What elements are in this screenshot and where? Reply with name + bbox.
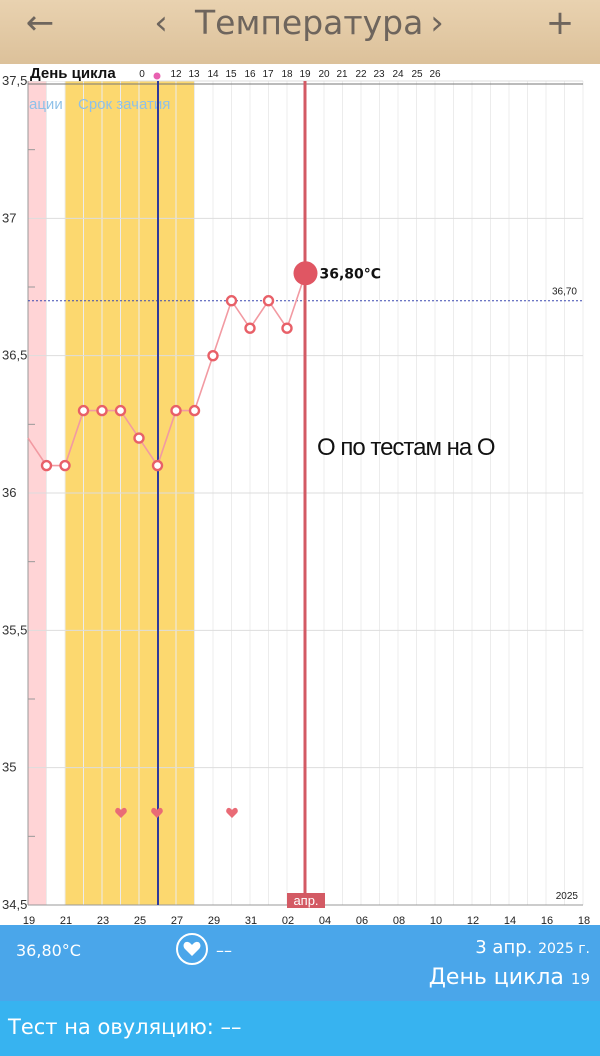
cycle-day-tick: 25 [411, 69, 423, 80]
intercourse-button[interactable] [176, 933, 208, 965]
x-tick-label: 12 [467, 915, 479, 925]
cycle-day-tick: 20 [318, 69, 330, 80]
coverline-label: 36,70 [552, 287, 577, 298]
x-tick-label: 19 [23, 915, 35, 925]
temp-point [96, 404, 108, 417]
y-tick-label: 37,5 [2, 73, 27, 88]
temp-point [244, 322, 256, 334]
prev-button[interactable]: ‹ [154, 3, 168, 43]
cycle-day-tick: 13 [188, 69, 200, 80]
cycle-day-tick: 12 [170, 69, 182, 80]
x-tick-label: 04 [319, 915, 331, 925]
temp-point [77, 404, 90, 417]
band-label-period: ации [29, 96, 63, 113]
cycle-day-tick: 18 [281, 69, 293, 80]
cycle-day-tick: 0 [139, 69, 145, 80]
selected-date: 3 апр. 2025 г. [475, 937, 590, 958]
heart-icon [151, 807, 163, 818]
x-tick-label: 14 [504, 915, 516, 925]
cycle-day-tick: 14 [207, 69, 219, 80]
next-button[interactable]: › [430, 3, 444, 43]
info-panel: 36,80°C –– 3 апр. 2025 г. День цикла 19 [0, 925, 600, 1001]
cycle-day: День цикла 19 [428, 965, 590, 990]
year-label: 2025 [556, 891, 579, 902]
top-bar: ← ‹ Температура › + [0, 0, 600, 64]
y-tick-label: 36,5 [2, 348, 27, 363]
heart-icon [183, 941, 201, 956]
cycle-day-tick: 24 [392, 69, 404, 80]
temp-point [133, 432, 145, 444]
temp-point [225, 295, 238, 307]
cycle-label-bg [28, 64, 130, 81]
selected-temp: 36,80°C [16, 941, 81, 960]
temp-point [188, 404, 201, 417]
y-tick-label: 35,5 [2, 622, 27, 637]
x-tick-label: 25 [134, 915, 146, 925]
x-tick-label: 02 [282, 915, 294, 925]
x-tick-label: 29 [208, 915, 220, 925]
y-tick-label: 37 [2, 210, 16, 225]
current-temp-label: 36,80°C [320, 266, 382, 282]
cycle-day-label: День цикла [30, 65, 116, 82]
temp-point [170, 404, 182, 417]
cycle-day-tick: 21 [336, 69, 348, 80]
y-tick-label: 34,5 [2, 897, 27, 912]
x-tick-label: 06 [356, 915, 368, 925]
temp-point [151, 459, 164, 472]
page-title: Температура [195, 3, 424, 42]
x-tick-label: 31 [245, 915, 257, 925]
heart-icon [115, 807, 127, 818]
x-tick-label: 23 [97, 915, 109, 925]
month-marker-label: апр. [293, 893, 318, 908]
x-tick-label: 08 [393, 915, 405, 925]
add-button[interactable]: + [545, 3, 575, 43]
cycle-day-tick: 17 [262, 69, 274, 80]
cycle-day-tick: 22 [355, 69, 367, 80]
cycle-day-tick: 15 [225, 69, 237, 80]
temp-point [207, 349, 219, 362]
x-tick-label: 16 [541, 915, 553, 925]
back-button[interactable]: ← [25, 3, 55, 43]
cycle-day-tick: 26 [429, 69, 441, 80]
month-marker-bg [287, 893, 325, 908]
temp-point [114, 404, 127, 417]
y-tick-label: 35 [2, 760, 16, 775]
x-tick-label: 10 [430, 915, 442, 925]
heart-icon [226, 807, 238, 818]
intercourse-value: –– [216, 941, 232, 960]
temp-point [59, 459, 71, 472]
cycle-day-tick: 19 [299, 69, 311, 80]
temperature-chart[interactable]: 34,5 35 35,5 36 36,5 37 37,5 День цикла 0 12 13 14 1… [0, 64, 600, 925]
x-tick-label: 27 [171, 915, 183, 925]
cycle-day-tick: 23 [373, 69, 385, 80]
ovulation-test-row[interactable]: Тест на овуляцию: –– [0, 1001, 600, 1056]
band-label-fertile: Срок зачатия [78, 96, 170, 113]
temperature-line [27, 273, 307, 468]
x-tick-label: 21 [60, 915, 72, 925]
chart-annotation: О по тестам на О [317, 434, 495, 461]
x-tick-label: 18 [578, 915, 590, 925]
ovulation-dot [153, 72, 161, 80]
current-temp-point [293, 261, 318, 286]
temp-point [40, 459, 53, 472]
temp-point [281, 322, 293, 334]
cycle-day-tick: 16 [244, 69, 256, 80]
y-tick-label: 36 [2, 485, 16, 500]
temp-point [262, 295, 275, 307]
